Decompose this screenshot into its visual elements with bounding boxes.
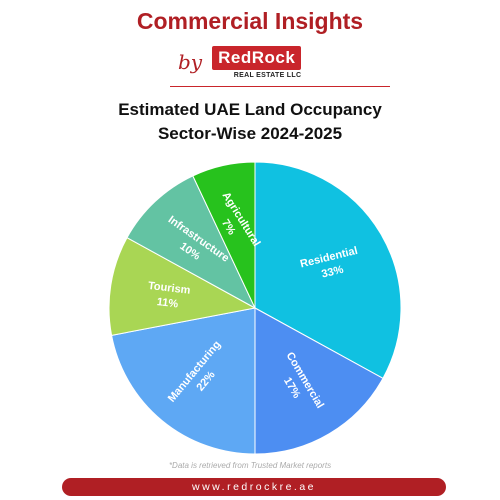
pie-slice-tourism xyxy=(108,236,257,336)
header-divider xyxy=(170,86,390,87)
brand-block: RedRock REAL ESTATE LLC xyxy=(212,46,302,79)
pie-slice-infrastructure xyxy=(126,175,257,310)
pie-slice-agricultural xyxy=(192,161,256,309)
website-link[interactable]: www.redrockre.ae xyxy=(191,481,317,493)
slice-label-tourism: Tourism xyxy=(147,280,191,297)
page-title: Commercial Insights xyxy=(136,8,364,34)
footer-bar[interactable]: www.redrockre.ae xyxy=(62,478,446,496)
brand-subtitle: REAL ESTATE LLC xyxy=(233,72,302,79)
slice-value-residential: 33% xyxy=(320,264,344,281)
brand-logo: RedRock xyxy=(212,46,302,70)
chart-title-line-1: Estimated UAE Land Occupancy xyxy=(118,100,382,119)
pie-slice-manufacturing xyxy=(111,307,256,455)
pie-slice-residential xyxy=(254,161,402,380)
by-label: by xyxy=(178,50,203,74)
footnote: *Data is retrieved from Trusted Market r… xyxy=(168,461,332,470)
pie-slice-commercial xyxy=(254,307,384,455)
brand-row: by RedRock REAL ESTATE LLC xyxy=(178,46,302,79)
slice-value-tourism: 11% xyxy=(156,296,179,310)
chart-title-line-2: Sector-Wise 2024-2025 xyxy=(157,124,343,143)
